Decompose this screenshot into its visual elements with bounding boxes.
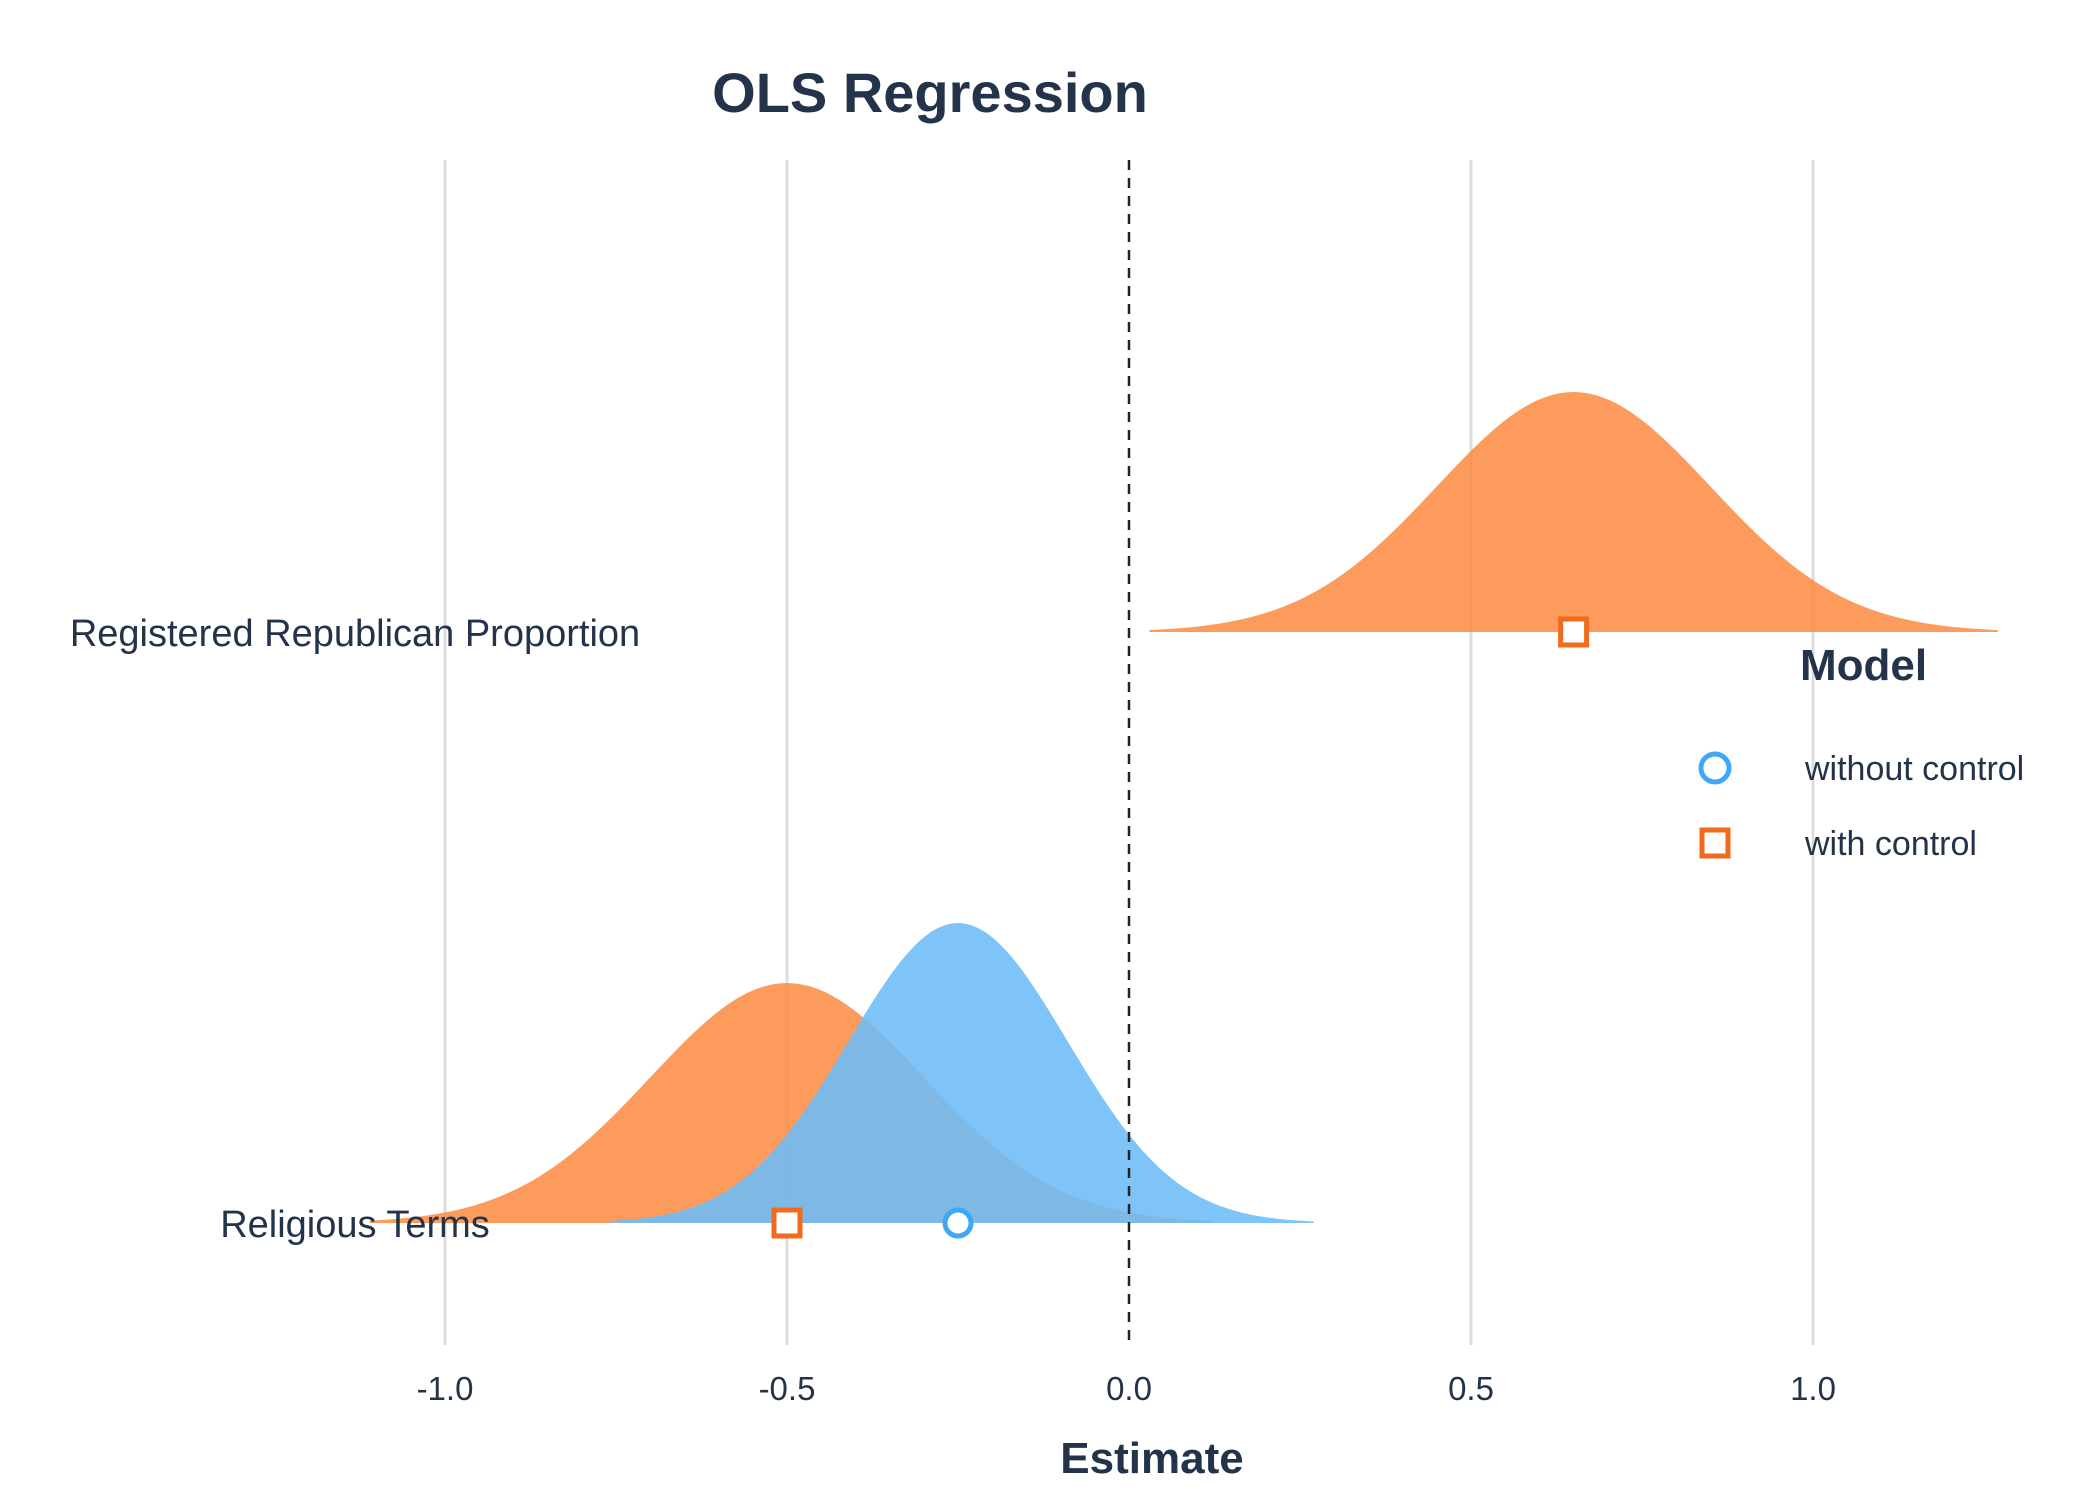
x-axis-title: Estimate bbox=[1060, 1434, 1243, 1483]
estimate-points bbox=[771, 616, 1590, 1239]
y-axis-categories: Registered Republican Proportion Religiou… bbox=[70, 613, 640, 1246]
legend-marker bbox=[1698, 751, 1732, 785]
estimate-point bbox=[942, 1207, 974, 1239]
estimate-point bbox=[771, 1207, 803, 1239]
chart-title: OLS Regression bbox=[712, 61, 1148, 124]
estimate-point bbox=[1558, 616, 1590, 648]
density-areas bbox=[369, 392, 1998, 1223]
x-axis-ticks: -1.0 -0.5 0.0 0.5 1.0 bbox=[417, 1370, 1836, 1407]
legend-marker bbox=[1699, 827, 1731, 859]
x-tick-label: 1.0 bbox=[1790, 1370, 1836, 1407]
x-tick-label: -1.0 bbox=[417, 1370, 474, 1407]
density-area bbox=[609, 923, 1314, 1223]
legend-label: without control bbox=[1804, 750, 2024, 788]
x-tick-label: 0.5 bbox=[1448, 1370, 1494, 1407]
x-tick-label: 0.0 bbox=[1106, 1370, 1152, 1407]
category-label: Registered Republican Proportion bbox=[70, 613, 640, 655]
legend-title: Model bbox=[1800, 641, 1927, 690]
category-label: Religious Terms bbox=[220, 1204, 490, 1246]
legend: Model without control with control bbox=[1698, 641, 2024, 863]
legend-label: with control bbox=[1804, 825, 1977, 863]
x-tick-label: -0.5 bbox=[759, 1370, 816, 1407]
density-area bbox=[1149, 392, 1998, 632]
